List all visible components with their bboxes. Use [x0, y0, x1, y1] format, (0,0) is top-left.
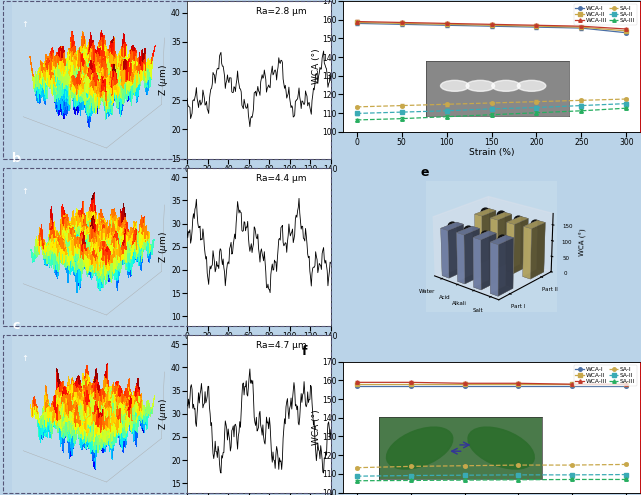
Text: e: e — [421, 166, 429, 179]
Text: b: b — [12, 152, 21, 165]
Text: Ra=2.8 μm: Ra=2.8 μm — [256, 7, 306, 16]
Y-axis label: WCA (°): WCA (°) — [312, 49, 321, 84]
Text: ↑: ↑ — [21, 354, 28, 363]
X-axis label: Strain (%): Strain (%) — [469, 148, 514, 157]
Y-axis label: Z ($\mu$m): Z ($\mu$m) — [156, 231, 170, 263]
X-axis label: X ($\mu$m): X ($\mu$m) — [243, 342, 275, 355]
Text: Ra=4.4 μm: Ra=4.4 μm — [256, 174, 306, 183]
Y-axis label: Z ($\mu$m): Z ($\mu$m) — [156, 64, 170, 96]
Legend: WCA-I, WCA-II, WCA-III, SA-I, SA-II, SA-III: WCA-I, WCA-II, WCA-III, SA-I, SA-II, SA-… — [574, 4, 637, 25]
Text: ↑: ↑ — [21, 187, 28, 196]
Text: ↑: ↑ — [21, 20, 28, 29]
Text: c: c — [12, 319, 20, 332]
Text: f: f — [302, 345, 307, 358]
Text: Ra=4.7 μm: Ra=4.7 μm — [256, 341, 306, 350]
Y-axis label: WCA (°): WCA (°) — [312, 409, 321, 445]
Y-axis label: Z ($\mu$m): Z ($\mu$m) — [156, 398, 170, 430]
Legend: WCA-I, WCA-II, WCA-III, SA-I, SA-II, SA-III: WCA-I, WCA-II, WCA-III, SA-I, SA-II, SA-… — [574, 365, 637, 386]
X-axis label: X ($\mu$m): X ($\mu$m) — [243, 175, 275, 188]
